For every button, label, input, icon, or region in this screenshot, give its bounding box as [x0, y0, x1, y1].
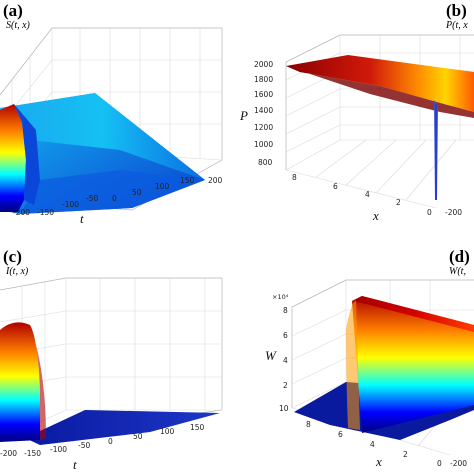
panel-b-surface — [286, 55, 474, 200]
panel-c-xticks: -200 -150 -100 -50 0 50 100 150 — [0, 423, 205, 458]
panel-a-xlabel: t — [80, 211, 84, 226]
panel-d-surface — [294, 296, 474, 440]
tick-label: 200 — [208, 176, 223, 185]
tick-label: 50 — [132, 188, 142, 197]
tick-label: -100 — [50, 445, 67, 454]
tick-label: -150 — [37, 208, 54, 217]
tick-label: 8 — [306, 420, 311, 429]
tick-label: 1000 — [254, 140, 273, 149]
panel-b: 800 1000 1200 1400 1600 1800 2000 P 8 6 … — [239, 1, 474, 223]
panel-a-label: (a) — [3, 1, 23, 20]
panel-b-ytick: -200 — [445, 208, 462, 217]
tick-label: 2 — [283, 381, 288, 390]
tick-label: 100 — [160, 427, 175, 436]
panel-d-zticks: 10 2 4 6 8 — [279, 306, 289, 413]
panel-d-exponent: ×10⁴ — [272, 293, 289, 301]
tick-label: 1200 — [254, 123, 273, 132]
panel-d-xlabel: x — [375, 454, 382, 469]
tick-label: -50 — [78, 441, 90, 450]
tick-label: 6 — [333, 182, 338, 191]
tick-label: 4 — [283, 356, 288, 365]
tick-label: 6 — [338, 430, 343, 439]
panel-c-title: I(t, x) — [5, 266, 29, 277]
tick-label: 0 — [437, 459, 442, 468]
tick-label: 1800 — [254, 75, 273, 84]
tick-label: 2000 — [254, 60, 273, 69]
panel-c-xlabel: t — [73, 457, 77, 472]
panel-d-title: W(t, — [449, 266, 466, 277]
tick-label: 0 — [112, 194, 117, 203]
panel-a-title: S(t, x) — [6, 20, 31, 31]
tick-label: -150 — [24, 449, 41, 458]
panel-d-zlabel: W — [265, 348, 277, 363]
panel-b-title: P(t, x — [445, 20, 468, 31]
tick-label: 8 — [292, 173, 297, 182]
panel-a-surface — [0, 93, 205, 214]
panel-b-xlabel: x — [372, 208, 379, 223]
tick-label: -50 — [86, 194, 98, 203]
tick-label: -100 — [62, 200, 79, 209]
panel-d-xticks: 8 6 4 2 0 — [306, 420, 442, 468]
tick-label: -200 — [13, 208, 30, 217]
tick-label: 150 — [180, 176, 195, 185]
panel-b-zticks: 800 1000 1200 1400 1600 1800 2000 — [254, 60, 273, 167]
tick-label: 50 — [133, 432, 143, 441]
panel-c: -200 -150 -100 -50 0 50 100 150 t (c) I(… — [0, 247, 223, 472]
tick-label: 10 — [279, 404, 289, 413]
panel-a-xticks: -200 -150 -100 -50 0 50 100 150 200 — [13, 176, 223, 217]
tick-label: 1600 — [254, 90, 273, 99]
tick-label: 150 — [190, 423, 205, 432]
tick-label: 2 — [396, 198, 401, 207]
tick-label: 1400 — [254, 106, 273, 115]
panel-a: -200 -150 -100 -50 0 50 100 150 200 t (a… — [0, 1, 223, 226]
panel-d-ytick: -200 — [450, 459, 467, 468]
panel-b-zlabel: P — [239, 108, 248, 123]
panel-b-label: (b) — [446, 1, 467, 20]
tick-label: 6 — [283, 331, 288, 340]
tick-label: 4 — [365, 190, 370, 199]
tick-label: 0 — [108, 437, 113, 446]
panel-d: 10 2 4 6 8 ×10⁴ W 8 6 4 2 0 -200 x (d) W… — [265, 247, 474, 469]
tick-label: 2 — [403, 450, 408, 459]
tick-label: -200 — [0, 449, 17, 458]
tick-label: 4 — [370, 440, 375, 449]
tick-label: 0 — [427, 208, 432, 217]
tick-label: 100 — [155, 182, 170, 191]
panel-c-surface — [0, 322, 220, 445]
panel-d-label: (d) — [449, 247, 470, 266]
tick-label: 800 — [258, 158, 273, 167]
tick-label: 8 — [283, 306, 288, 315]
panel-c-label: (c) — [3, 247, 22, 266]
panel-b-xticks: 8 6 4 2 0 — [292, 173, 432, 217]
